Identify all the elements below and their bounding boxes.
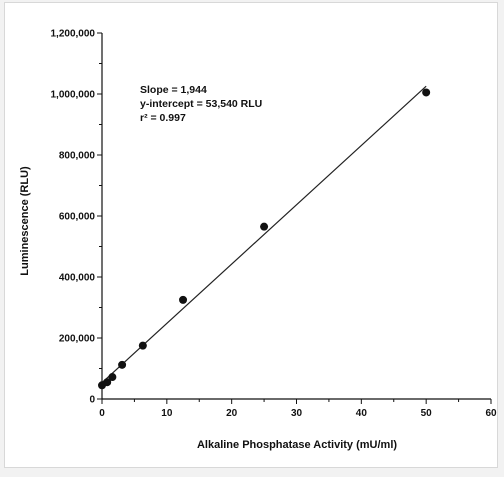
data-point <box>118 360 127 369</box>
annotation-line: y-intercept = 53,540 RLU <box>140 98 262 110</box>
x-tick-label: 30 <box>291 408 303 419</box>
x-tick-label: 60 <box>485 408 497 419</box>
x-tick-label: 50 <box>421 408 433 419</box>
data-points <box>98 88 431 390</box>
annotations: Slope = 1,944 y-intercept = 53,540 RLU r² … <box>140 84 262 124</box>
data-point <box>179 295 188 304</box>
y-tick-label: 200,000 <box>59 334 96 345</box>
y-tick-label: 400,000 <box>59 273 96 284</box>
x-axis-title: Alkaline Phosphatase Activity (mU/ml) <box>197 439 397 451</box>
y-tick-label: 0 <box>89 395 95 406</box>
y-tick-label: 1,000,000 <box>51 90 96 101</box>
scatter-chart: 0 10 20 30 40 50 60 0 200,000 400,000 600,000 800,0… <box>19 29 497 452</box>
y-tick-label: 1,200,000 <box>51 29 96 40</box>
fit-line-group <box>101 85 427 384</box>
annotation-line: r² = 0.997 <box>140 112 186 124</box>
y-tick-label: 800,000 <box>59 151 96 162</box>
data-point <box>260 222 269 231</box>
data-point <box>422 88 431 97</box>
annotation-line: Slope = 1,944 <box>140 84 207 96</box>
y-tick-label: 600,000 <box>59 212 96 223</box>
fit-line <box>101 85 427 384</box>
data-point <box>138 341 147 350</box>
ticks: 0 10 20 30 40 50 60 0 200,000 400,000 600,000 800,0… <box>51 29 497 420</box>
data-point <box>108 373 117 382</box>
y-axis-title: Luminescence (RLU) <box>19 166 31 276</box>
x-tick-label: 0 <box>99 408 105 419</box>
x-tick-label: 40 <box>356 408 368 419</box>
data-point <box>103 378 112 387</box>
x-tick-label: 20 <box>226 408 238 419</box>
chart-figure: 0 10 20 30 40 50 60 0 200,000 400,000 600,000 800,0… <box>4 2 498 468</box>
x-tick-label: 10 <box>161 408 173 419</box>
